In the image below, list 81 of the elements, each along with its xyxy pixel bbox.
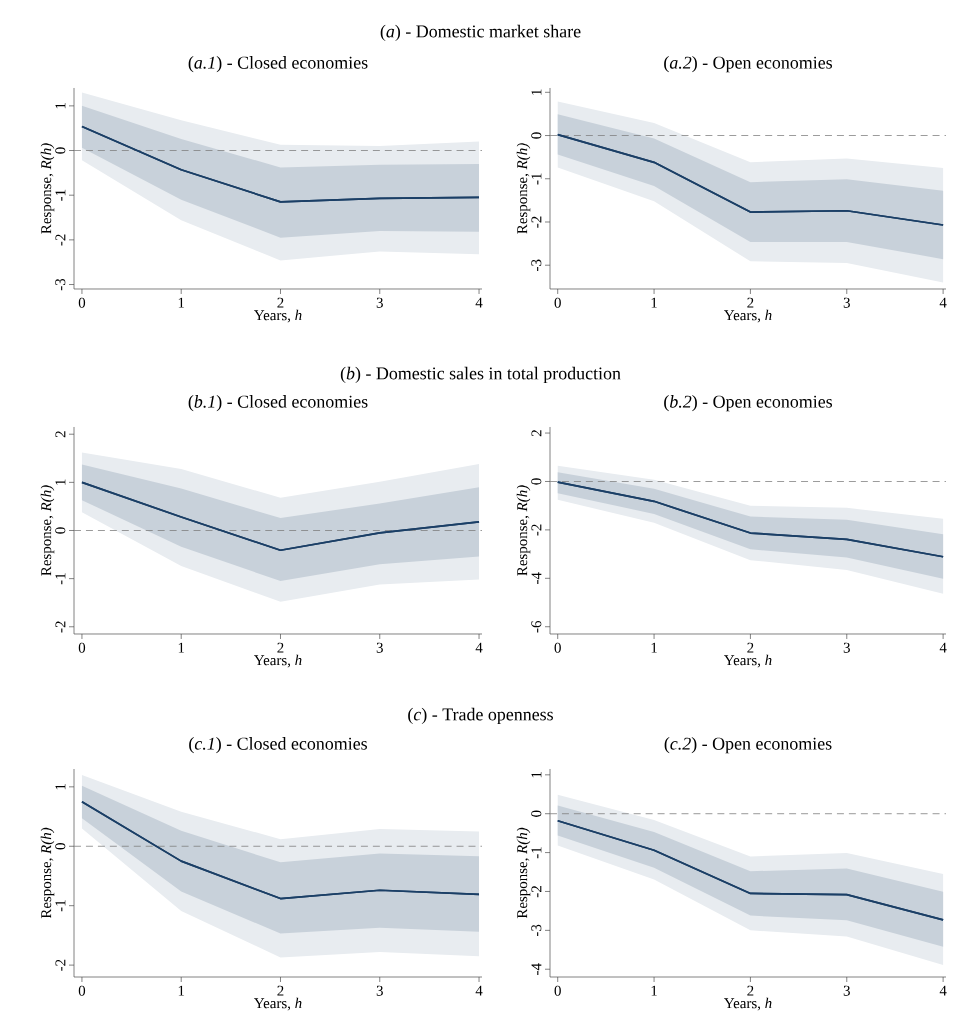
x-tick-label: 1 bbox=[651, 297, 657, 308]
chart-subtitle: (b.1) - Closed economies bbox=[188, 395, 368, 412]
y-tick-label: -3 bbox=[531, 924, 542, 937]
y-tick-label: -2 bbox=[531, 886, 542, 898]
x-tick-label: 2 bbox=[747, 985, 754, 996]
x-tick-label: 4 bbox=[475, 297, 483, 308]
x-tick-label: 4 bbox=[475, 642, 483, 653]
y-tick-label: -3 bbox=[531, 259, 542, 271]
y-axis-title: Response, R(h) bbox=[516, 143, 531, 234]
x-tick-label: 2 bbox=[277, 985, 284, 996]
x-tick-label: 2 bbox=[277, 642, 284, 653]
chart-subtitle: (a.2) - Open economies bbox=[664, 56, 833, 73]
y-tick-label: 1 bbox=[55, 103, 66, 109]
x-axis-title: Years, h bbox=[254, 654, 302, 668]
y-tick-label: -4 bbox=[531, 963, 542, 975]
y-tick-label: 2 bbox=[531, 430, 542, 437]
x-tick-label: 0 bbox=[554, 985, 561, 996]
x-tick-label: 2 bbox=[747, 297, 754, 308]
x-tick-label: 4 bbox=[939, 297, 947, 308]
y-tick-label: 1 bbox=[55, 479, 66, 485]
y-tick-label: -3 bbox=[55, 278, 66, 291]
x-tick-label: 1 bbox=[178, 985, 185, 996]
x-tick-label: 3 bbox=[376, 642, 383, 653]
y-tick-label: -1 bbox=[531, 173, 542, 185]
y-tick-label: -1 bbox=[55, 900, 66, 912]
chart-title: (c) - Trade openness bbox=[408, 707, 553, 725]
chart-subtitle: (a.1) - Closed economies bbox=[188, 56, 368, 73]
y-tick-label: 1 bbox=[531, 771, 542, 778]
x-tick-label: 3 bbox=[843, 297, 850, 308]
y-tick-label: -6 bbox=[531, 620, 542, 633]
y-tick-label: -2 bbox=[55, 234, 66, 246]
y-axis-title: Response, R(h) bbox=[40, 143, 55, 234]
x-tick-label: 0 bbox=[554, 297, 561, 308]
chart-title: (a) - Domestic market share bbox=[380, 24, 581, 42]
y-tick-label: 0 bbox=[55, 147, 66, 154]
y-axis-title: Response, R(h) bbox=[40, 485, 55, 576]
y-tick-label: 1 bbox=[55, 783, 66, 790]
y-tick-label: -1 bbox=[55, 573, 66, 585]
x-axis-title: Years, h bbox=[724, 309, 772, 323]
y-tick-label: 2 bbox=[55, 431, 66, 438]
x-tick-label: 4 bbox=[939, 642, 947, 653]
x-axis-title: Years, h bbox=[254, 997, 302, 1011]
y-tick-label: 0 bbox=[55, 527, 66, 534]
x-tick-label: 1 bbox=[651, 985, 657, 996]
y-tick-label: 0 bbox=[55, 843, 66, 850]
y-tick-label: -2 bbox=[55, 959, 66, 971]
x-tick-label: 0 bbox=[78, 642, 86, 653]
y-axis-title: Response, R(h) bbox=[516, 827, 531, 919]
x-tick-label: 3 bbox=[843, 985, 850, 996]
y-tick-label: -1 bbox=[55, 189, 66, 201]
x-tick-label: 4 bbox=[939, 985, 947, 996]
x-tick-label: 4 bbox=[475, 985, 483, 996]
x-tick-label: 2 bbox=[747, 642, 754, 653]
chart-title: (b) - Domestic sales in total production bbox=[340, 366, 621, 384]
y-tick-label: -2 bbox=[55, 621, 66, 633]
y-tick-label: -2 bbox=[531, 524, 542, 536]
x-axis-title: Years, h bbox=[724, 654, 772, 668]
x-tick-label: 0 bbox=[78, 297, 86, 308]
x-tick-label: 3 bbox=[843, 642, 850, 653]
chart-subtitle: (c.2) - Open economies bbox=[664, 737, 832, 754]
x-tick-label: 1 bbox=[178, 297, 185, 308]
x-tick-label: 1 bbox=[178, 642, 185, 653]
chart-subtitle: (c.1) - Closed economies bbox=[189, 737, 367, 754]
x-tick-label: 3 bbox=[376, 985, 383, 996]
chart-subtitle: (b.2) - Open economies bbox=[664, 395, 833, 412]
x-tick-label: 3 bbox=[376, 297, 383, 308]
y-axis-title: Response, R(h) bbox=[516, 485, 531, 576]
y-axis-title: Response, R(h) bbox=[40, 827, 55, 919]
x-tick-label: 1 bbox=[651, 642, 657, 653]
x-axis-title: Years, h bbox=[724, 997, 772, 1011]
y-tick-label: -4 bbox=[531, 572, 542, 584]
x-axis-title: Years, h bbox=[254, 309, 302, 323]
x-tick-label: 0 bbox=[78, 985, 86, 996]
y-tick-label: 0 bbox=[531, 132, 542, 139]
x-tick-label: 2 bbox=[277, 297, 284, 308]
y-tick-label: 1 bbox=[531, 89, 542, 95]
y-tick-label: 0 bbox=[531, 478, 542, 485]
y-tick-label: -2 bbox=[531, 216, 542, 228]
x-tick-label: 0 bbox=[554, 642, 561, 653]
y-tick-label: 0 bbox=[531, 810, 542, 817]
y-tick-label: -1 bbox=[531, 847, 542, 859]
